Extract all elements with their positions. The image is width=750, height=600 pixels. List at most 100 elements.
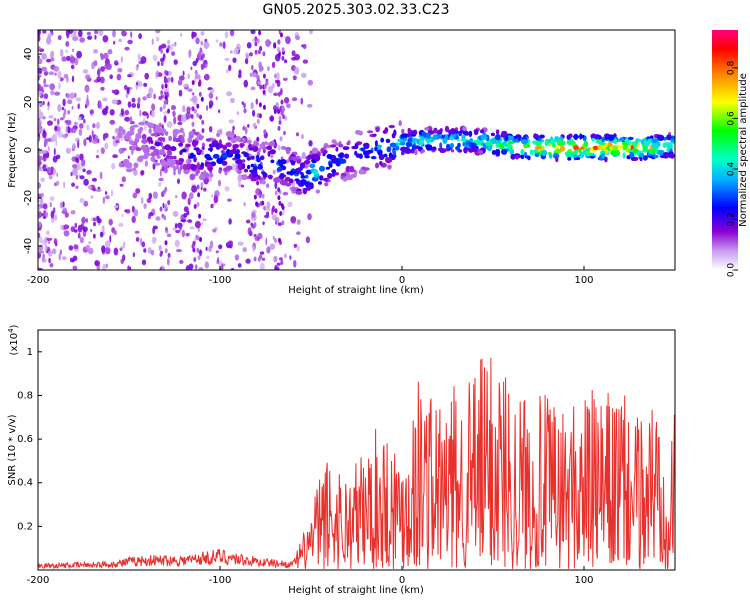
spectrogram-noise-point: [76, 162, 83, 171]
spectrogram-noise-point: [42, 216, 47, 219]
spectrogram-noise-point: [162, 202, 165, 209]
spectrogram-noise-point: [265, 78, 269, 83]
spectrogram-noise-point: [301, 152, 306, 160]
spectrogram-y-tick-label: 20: [23, 96, 34, 109]
spectrogram-ridge-point: [548, 143, 552, 147]
spectrogram-ridge-point: [337, 153, 343, 158]
spectrogram-noise-point: [129, 266, 132, 270]
spectrogram-ridge-point: [601, 153, 605, 157]
spectrogram-noise-point: [293, 260, 297, 268]
spectrogram-noise-point: [113, 40, 116, 45]
spectrogram-noise-point: [273, 92, 279, 97]
spectrogram-noise-point: [175, 229, 181, 234]
spectrogram-noise-point: [102, 108, 108, 116]
spectrogram-noise-point: [120, 108, 125, 116]
spectrogram-noise-point: [70, 54, 73, 58]
spectrogram-noise-point: [147, 247, 152, 254]
spectrogram-noise-point: [103, 52, 109, 60]
spectrogram-noise-point: [94, 34, 97, 40]
spectrogram-streak-point: [273, 42, 277, 48]
spectrogram-noise-point: [185, 158, 191, 165]
spectrogram-ridge-point: [216, 157, 224, 164]
spectrogram-y-ticks: -40 -20 0 20 40: [23, 48, 42, 254]
spectrogram-noise-point: [53, 214, 58, 221]
spectrogram-noise-point: [172, 210, 179, 217]
spectrogram-ridge-point: [194, 147, 200, 152]
spectrogram-noise-point: [85, 98, 90, 107]
spectrogram-noise-point: [232, 57, 237, 63]
spectrogram-ridge-point: [324, 178, 329, 182]
spectrogram-ridge-point: [400, 146, 407, 152]
spectrogram-streak-point: [280, 260, 284, 266]
spectrogram-noise-point: [121, 176, 127, 183]
spectrogram-noise-point: [92, 217, 96, 222]
spectrogram-streak-point: [280, 32, 283, 38]
spectrogram-ridge-point: [285, 149, 291, 155]
spectrogram-ridge-point: [331, 172, 336, 177]
snr-y-ticks: 0.2 0.4 0.6 0.8 1: [17, 347, 42, 532]
spectrogram-ridge-point: [351, 145, 358, 150]
spectrogram-noise-point: [68, 245, 74, 251]
spectrogram-ridge-point: [309, 163, 316, 169]
spectrogram-ridge-point: [560, 140, 566, 146]
spectrogram-ridge-point: [286, 171, 291, 175]
snr-frame: [37, 329, 676, 571]
spectrogram-noise-point: [182, 105, 186, 113]
spectrogram-ridge-point: [331, 139, 337, 144]
spectrogram-streak-point: [167, 200, 171, 206]
snr-panel: -200 -100 0 100 0.2 0.4 0.6 0.8 1 Height of str…: [7, 324, 676, 596]
spectrogram-ridge-point: [596, 144, 603, 151]
spectrogram-noise-point: [134, 230, 140, 234]
spectrogram-streak-point: [278, 200, 282, 206]
spectrogram-noise-point: [62, 98, 66, 107]
spectrogram-noise-point: [104, 191, 108, 195]
spectrogram-noise-point: [180, 114, 187, 123]
spectrogram-noise-point: [41, 66, 47, 72]
spectrogram-noise-point: [70, 171, 73, 177]
spectrogram-noise-point: [135, 188, 141, 194]
spectrogram-ridge-point: [460, 138, 468, 142]
spectrogram-noise-point: [255, 98, 258, 105]
spectrogram-noise-point: [113, 89, 120, 95]
spectrogram-noise-point: [39, 198, 44, 206]
spectrogram-noise-point: [57, 104, 62, 112]
spectrogram-ridge-point: [439, 128, 443, 132]
spectrogram-ridge-point: [168, 164, 175, 168]
spectrogram-streak-point: [281, 220, 285, 226]
spectrogram-ridge-point: [510, 153, 516, 160]
spectrogram-ridge-point: [627, 136, 634, 141]
spectrogram-streak-point: [197, 255, 201, 260]
spectrogram-streak-point: [196, 184, 200, 190]
spectrogram-y-tick-label: 0: [23, 147, 34, 153]
spectrogram-noise-point: [114, 89, 117, 93]
spectrogram-noise-point: [82, 168, 86, 173]
spectrogram-ridge-point: [411, 144, 416, 151]
spectrogram-ridge-point: [388, 124, 395, 129]
spectrogram-ridge-point: [378, 153, 385, 161]
spectrogram-ridge-point: [236, 169, 242, 175]
spectrogram-noise-point: [63, 224, 70, 230]
spectrogram-ridge-point: [468, 142, 476, 148]
spectrogram-noise-point: [215, 250, 219, 254]
spectrogram-noise-point: [163, 115, 167, 123]
spectrogram-noise-point: [38, 232, 41, 238]
spectrogram-noise-point: [78, 30, 83, 38]
spectrogram-ridge-point: [591, 137, 595, 142]
spectrogram-ridge-point: [322, 152, 326, 157]
spectrogram-ridge-point: [121, 128, 126, 135]
spectrogram-noise-point: [199, 249, 202, 257]
spectrogram-noise-point: [270, 154, 274, 159]
spectrogram-noise-point: [94, 30, 99, 35]
spectrogram-noise-point: [79, 123, 84, 129]
spectrogram-ridge-point: [592, 145, 599, 151]
spectrogram-streak-point: [254, 49, 258, 55]
spectrogram-noise-point: [219, 42, 223, 47]
spectrogram-noise-point: [302, 43, 307, 50]
spectrogram-ridge-point: [490, 132, 495, 137]
spectrogram-ridge-point: [433, 127, 438, 134]
spectrogram-noise-point: [42, 130, 47, 139]
spectrogram-noise-point: [148, 192, 153, 200]
spectrogram-streak-point: [272, 169, 276, 175]
spectrogram-noise-point: [167, 39, 171, 45]
spectrogram-ridge-point: [170, 146, 177, 152]
